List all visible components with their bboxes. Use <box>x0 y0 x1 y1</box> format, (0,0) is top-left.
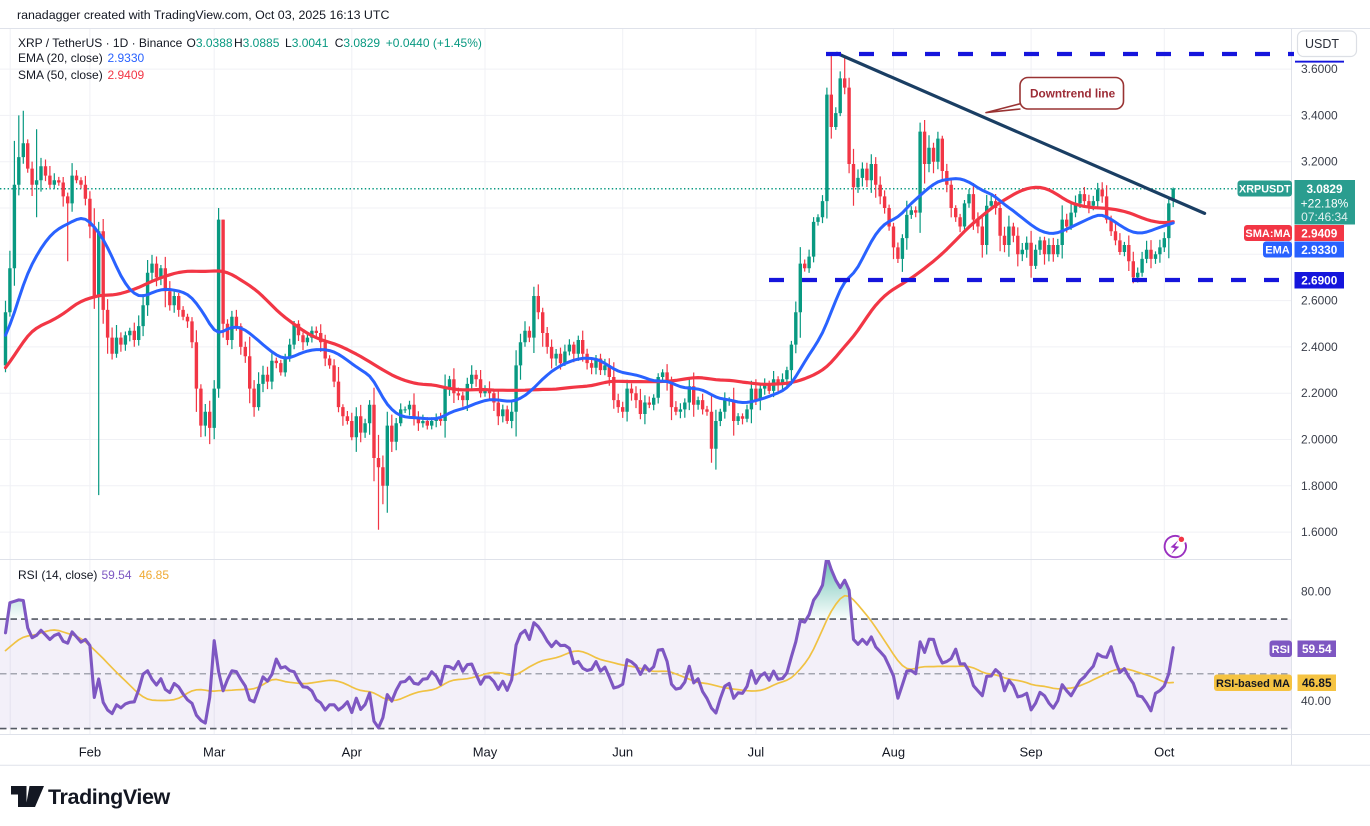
svg-text:3.0829: 3.0829 <box>1306 182 1343 196</box>
svg-text:40.00: 40.00 <box>1301 694 1331 708</box>
svg-text:Feb: Feb <box>79 745 101 760</box>
svg-text:Mar: Mar <box>203 745 226 760</box>
svg-text:Apr: Apr <box>342 745 363 760</box>
svg-text:Aug: Aug <box>882 745 905 760</box>
svg-text:May: May <box>473 745 498 760</box>
svg-text:SMA (50, close)2.9409: SMA (50, close) 2.9409 <box>18 68 145 82</box>
svg-text:Oct: Oct <box>1154 745 1175 760</box>
svg-text:2.9409: 2.9409 <box>1301 226 1338 240</box>
svg-text:XRPUSDT: XRPUSDT <box>1239 184 1291 196</box>
svg-text:Downtrend line: Downtrend line <box>1030 87 1116 101</box>
svg-text:EMA (20, close)2.9330: EMA (20, close) 2.9330 <box>18 51 145 65</box>
svg-text:3.4000: 3.4000 <box>1301 108 1338 122</box>
svg-text:Jul: Jul <box>748 745 765 760</box>
svg-text:ranadagger created with Tradin: ranadagger created with TradingView.com,… <box>17 8 389 22</box>
svg-text:2.2000: 2.2000 <box>1301 386 1338 400</box>
svg-text:RSI-based MA: RSI-based MA <box>1216 678 1290 690</box>
svg-text:2.6000: 2.6000 <box>1301 294 1338 308</box>
svg-text:Jun: Jun <box>612 745 633 760</box>
svg-text:80.00: 80.00 <box>1301 585 1331 599</box>
svg-text:3.6000: 3.6000 <box>1301 62 1338 76</box>
svg-text:2.4000: 2.4000 <box>1301 340 1338 354</box>
svg-text:2.9330: 2.9330 <box>1301 243 1338 257</box>
svg-text:+22.18%: +22.18% <box>1301 197 1349 211</box>
svg-text:RSI: RSI <box>1272 644 1290 656</box>
svg-text:EMA: EMA <box>1265 245 1290 257</box>
svg-text:3.2000: 3.2000 <box>1301 155 1338 169</box>
svg-text:USDT: USDT <box>1305 37 1339 51</box>
svg-text:1.6000: 1.6000 <box>1301 525 1338 539</box>
svg-text:2.0000: 2.0000 <box>1301 433 1338 447</box>
svg-text:2.6900: 2.6900 <box>1301 274 1338 288</box>
svg-text:TradingView: TradingView <box>48 785 171 809</box>
svg-text:59.54: 59.54 <box>1302 642 1332 656</box>
svg-text:07:46:34: 07:46:34 <box>1301 210 1348 224</box>
svg-text:Sep: Sep <box>1020 745 1043 760</box>
svg-text:1.8000: 1.8000 <box>1301 479 1338 493</box>
svg-text:SMA:MA: SMA:MA <box>1245 228 1290 240</box>
svg-text:46.85: 46.85 <box>1302 676 1332 690</box>
